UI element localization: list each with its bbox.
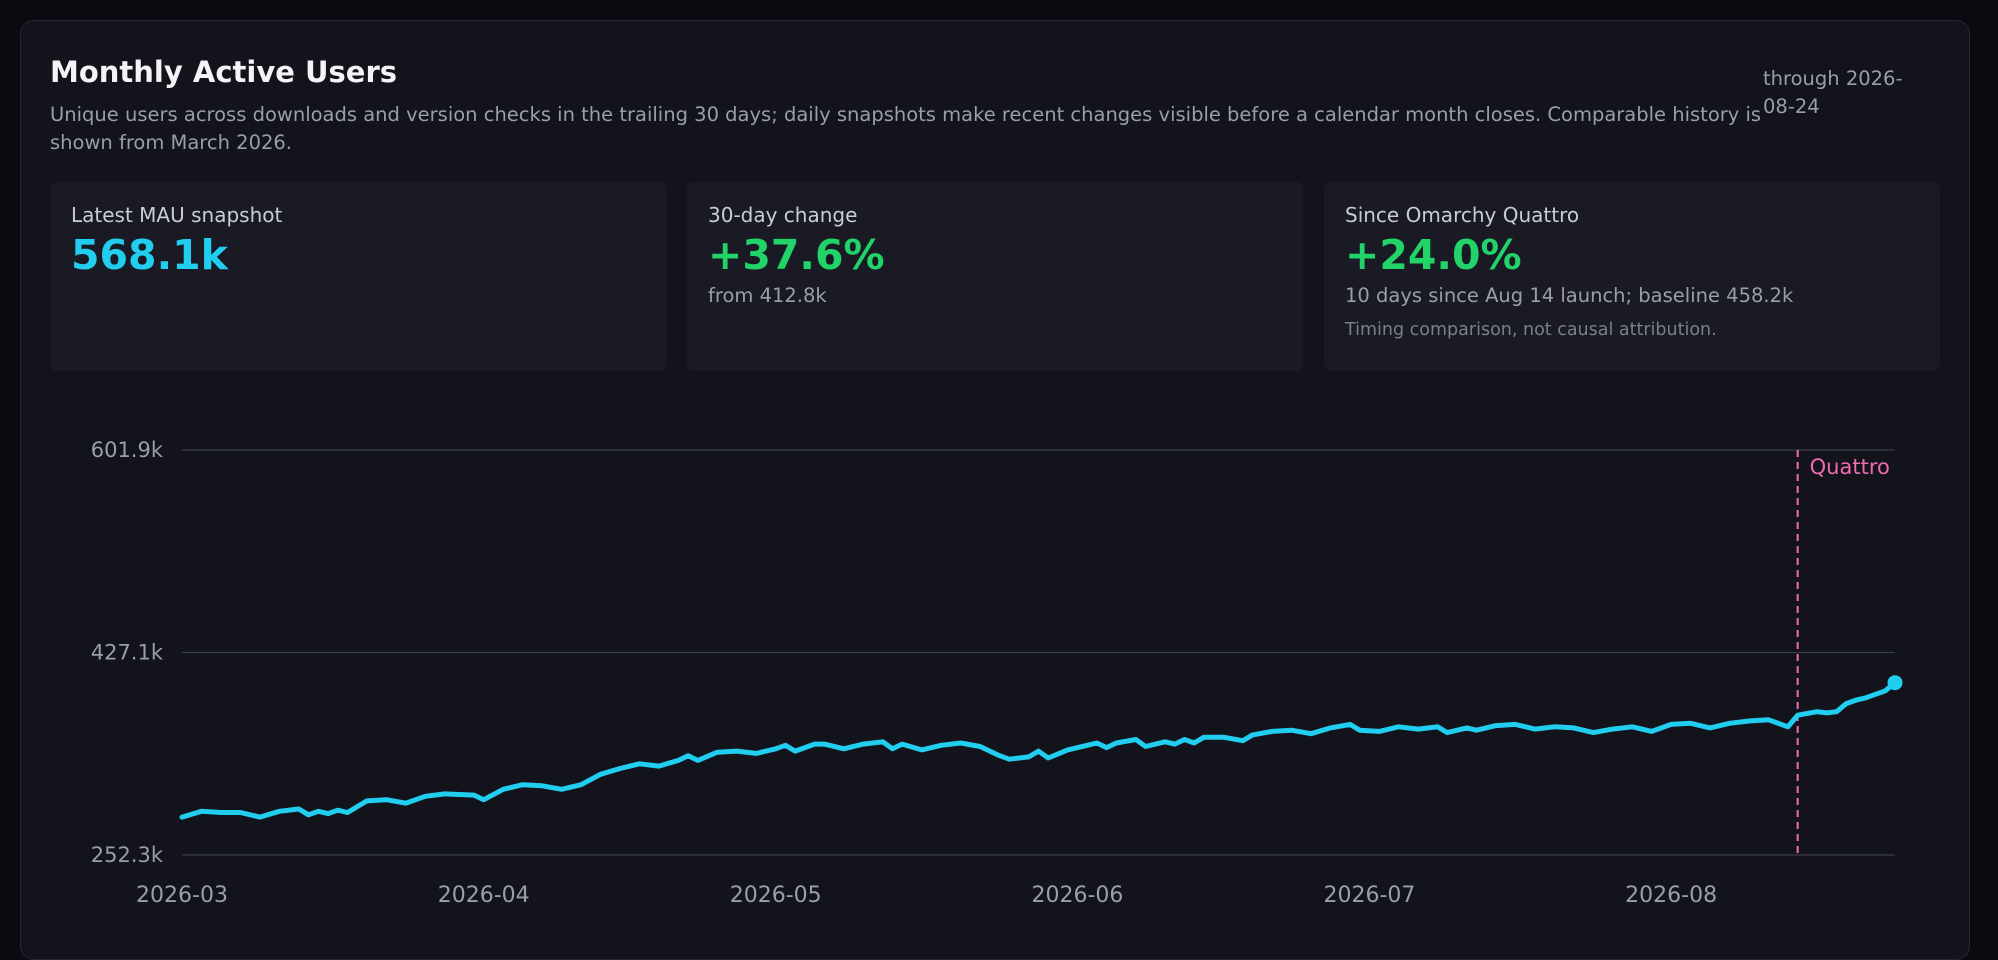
x-tick-label: 2026-07 [1323,883,1415,908]
stat-detail: 10 days since Aug 14 launch; baseline 45… [1345,284,1794,307]
y-tick-label: 252.3k [91,843,164,867]
x-tick-label: 2026-03 [136,883,228,908]
x-tick-label: 2026-05 [730,883,822,908]
stat-card-since-quattro: Since Omarchy Quattro +24.0% 10 days sin… [1324,182,1940,371]
stat-card-latest-mau: Latest MAU snapshot 568.1k [50,182,666,371]
x-tick-label: 2026-04 [438,883,530,908]
stat-label: Since Omarchy Quattro [1345,203,1580,227]
annotation-label: Quattro [1810,455,1890,479]
stat-value: +24.0% [1345,231,1522,279]
x-tick-label: 2026-08 [1625,883,1717,908]
stat-card-30-day-change: 30-day change +37.6% from 412.8k [687,182,1303,371]
mau-card: Monthly Active Users Unique users across… [20,20,1970,960]
series-line [179,680,1898,820]
mau-line-chart: 252.3k 427.1k 601.9k 2026-03 2026-04 2026-05 2… [91,438,1903,908]
page-title: Monthly Active Users [50,55,398,89]
stat-note: Timing comparison, not causal attributio… [1345,320,1717,340]
page-subtitle: Unique users across downloads and versio… [50,103,1762,154]
last-point-marker [1887,675,1903,691]
y-tick-label: 601.9k [91,438,164,462]
stat-label: Latest MAU snapshot [71,203,283,227]
stat-label: 30-day change [708,203,858,227]
stat-detail: from 412.8k [708,284,827,307]
y-tick-label: 427.1k [91,641,164,665]
stat-value: 568.1k [71,231,228,279]
x-tick-label: 2026-06 [1031,883,1123,908]
stat-value: +37.6% [708,231,885,279]
through-date: through 2026-08-24 [1763,67,1903,118]
